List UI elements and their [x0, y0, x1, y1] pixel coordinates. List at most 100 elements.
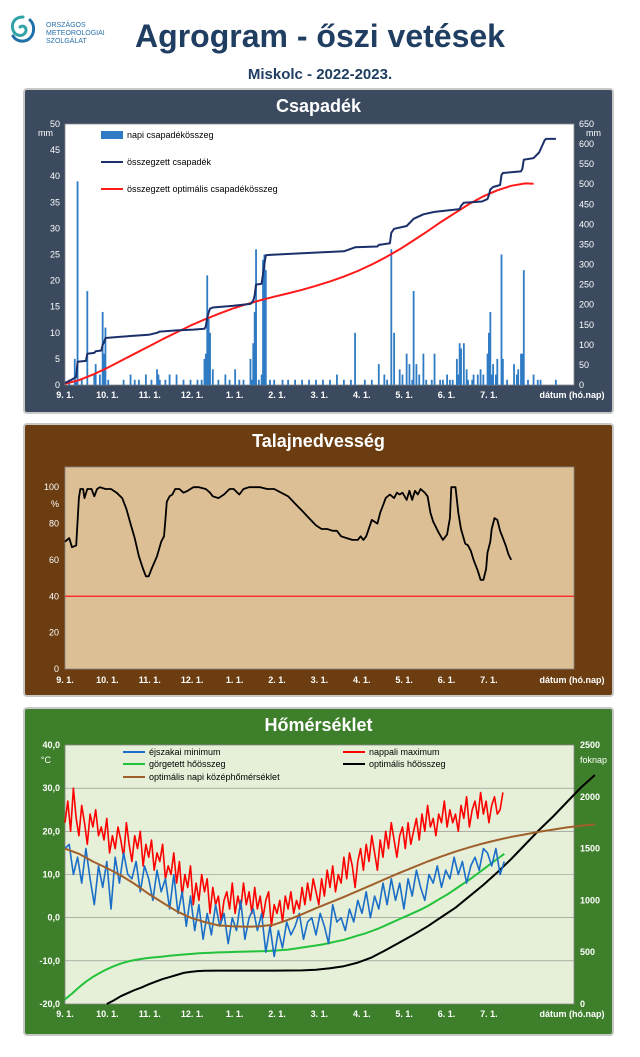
- precip-bar: [252, 343, 255, 385]
- precip-bar: [301, 379, 303, 385]
- y-tick-label-left: 0,0: [47, 913, 60, 923]
- y-tick-label-right: 0: [579, 380, 584, 390]
- y-tick-label-right: 250: [579, 280, 594, 290]
- y-unit-left: °C: [41, 755, 52, 765]
- legend-label: optimális napi középhőmérséklet: [149, 772, 280, 782]
- precip-bar: [506, 379, 508, 385]
- y-tick-label: 100: [44, 482, 59, 492]
- optimal-daily-mean-line: [64, 823, 595, 928]
- cumulative-precip-line: [64, 137, 556, 384]
- soil-moisture-line: [64, 486, 513, 581]
- precip-bar: [448, 379, 451, 385]
- y-tick-label-right: 50: [579, 360, 589, 370]
- precip-bar: [207, 317, 210, 385]
- y-tick-label: 60: [49, 555, 59, 565]
- precip-bar: [393, 332, 396, 385]
- precip-bar: [217, 379, 220, 385]
- precip-bar: [349, 379, 352, 385]
- precip-bar: [76, 181, 79, 385]
- precipitation-panel: Csapadék 0 5 10 15 20 25 30 35 40 45 50 0 50 100 150 200…: [23, 88, 614, 414]
- x-tick-label: 5. 1.: [395, 390, 413, 400]
- precip-bar: [234, 369, 237, 385]
- y-tick-label-right: 600: [579, 139, 594, 149]
- x-tick-label: 12. 1.: [181, 675, 204, 685]
- precip-bar: [467, 379, 469, 385]
- precip-bar: [86, 291, 89, 385]
- y-tick-label: 80: [49, 519, 59, 529]
- precip-bar: [329, 379, 331, 385]
- x-tick-label: 12. 1.: [181, 1009, 204, 1019]
- x-tick-label: 2. 1.: [268, 390, 286, 400]
- legend-label: napi csapadékösszeg: [127, 130, 214, 140]
- logo-line: SZOLGÁLAT: [46, 38, 87, 45]
- temperature-chart: Hőmérséklet -20,0 -10,0 0,0 10,0 20,0 30,0 40,0…: [23, 707, 614, 1036]
- precipitation-chart: Csapadék05101520253035404550050100150200…: [23, 88, 614, 414]
- precip-bar: [204, 353, 207, 385]
- x-tick-label: 1. 1.: [226, 390, 244, 400]
- y-tick-label-right: 100: [579, 340, 594, 350]
- x-tick-label: 3. 1.: [311, 675, 329, 685]
- x-tick-label: 3. 1.: [311, 390, 329, 400]
- precip-bar: [209, 332, 211, 385]
- precip-bar: [182, 379, 185, 385]
- precip-bar: [496, 358, 499, 385]
- precip-bar: [386, 379, 389, 385]
- precip-bar: [75, 379, 78, 385]
- y-tick-label-right: 500: [580, 947, 595, 957]
- y-tick-label-right: 2000: [580, 792, 600, 802]
- precip-bar: [460, 348, 462, 385]
- y-tick-label-left: 15: [50, 302, 60, 312]
- x-tick-label: 10. 1.: [96, 675, 119, 685]
- precip-bar: [308, 379, 310, 385]
- precip-bar: [501, 358, 504, 385]
- precip-bar: [422, 353, 425, 385]
- precip-bar: [500, 254, 503, 385]
- y-tick-label-right: 650: [579, 119, 594, 129]
- legend-label: összegzett optimális csapadékösszeg: [127, 184, 278, 194]
- precip-bar: [206, 275, 209, 385]
- precip-bar: [411, 379, 414, 385]
- precip-bar: [383, 374, 386, 385]
- precip-bar: [517, 369, 520, 385]
- logo: ORSZÁGOS METEOROLÓGIAI SZOLGÁLAT: [8, 12, 128, 52]
- y-tick-label-left: 0: [55, 380, 60, 390]
- precip-bar: [451, 379, 454, 385]
- precip-bar: [94, 364, 97, 385]
- precip-bar: [455, 358, 458, 385]
- precip-bar: [446, 374, 448, 385]
- precip-bar: [363, 379, 366, 385]
- y-tick-label-right: 450: [579, 199, 594, 209]
- precip-bar: [465, 369, 468, 385]
- precip-bar: [189, 379, 192, 385]
- precip-bar: [150, 379, 153, 385]
- x-tick-label: 4. 1.: [353, 390, 371, 400]
- precip-bar: [257, 379, 260, 385]
- precip-bar: [488, 332, 490, 385]
- y-tick-label-left: 40,0: [42, 740, 60, 750]
- legend-label: optimális hőösszeg: [369, 759, 446, 769]
- y-tick-label-right: 200: [579, 300, 594, 310]
- y-tick-label-left: 25: [50, 250, 60, 260]
- precip-bar: [513, 364, 515, 385]
- precip-bar: [536, 379, 539, 385]
- soil-moisture-chart: Talajnedvesség 0 20 40 60 80 100% 9. 1. 10. 1. 11…: [23, 423, 614, 697]
- x-tick-label: 6. 1.: [438, 675, 456, 685]
- precip-bar: [80, 379, 83, 385]
- y-tick-label-left: 30,0: [42, 783, 60, 793]
- x-tick-label: 9. 1.: [56, 390, 74, 400]
- precip-bar: [238, 379, 241, 385]
- precip-bar: [377, 364, 380, 385]
- precip-bar: [486, 353, 489, 385]
- y-tick-label-right: 150: [579, 320, 594, 330]
- x-axis-label: dátum (hó.nap): [540, 1009, 605, 1019]
- y-tick-label-left: 10: [50, 328, 60, 338]
- y-tick-label-right: 350: [579, 239, 594, 249]
- precip-bar: [224, 374, 227, 385]
- precip-bar: [168, 374, 171, 385]
- precip-bar: [98, 374, 101, 385]
- x-tick-label: 10. 1.: [96, 1009, 119, 1019]
- precip-bar: [203, 358, 206, 385]
- x-tick-label: 11. 1.: [139, 390, 161, 400]
- precip-bar: [522, 270, 525, 385]
- precip-bar: [532, 374, 535, 385]
